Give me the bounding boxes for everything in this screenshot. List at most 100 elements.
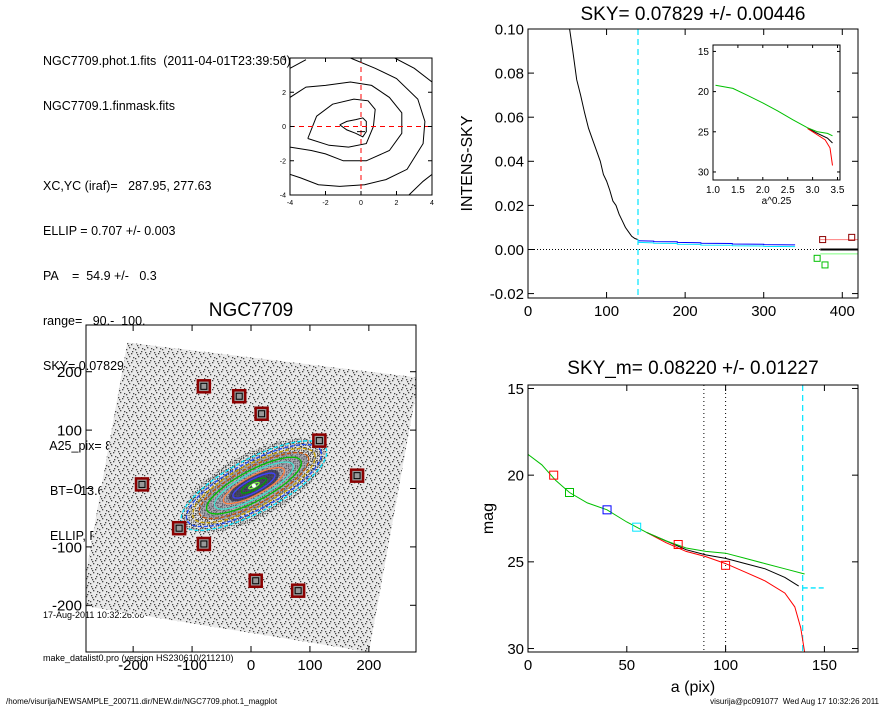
inset-x-label: 1.5: [731, 185, 745, 196]
sky-profile-line: [569, 29, 639, 241]
contour-lines: [290, 58, 432, 195]
sky-step-blue: [637, 240, 796, 246]
inset-xlabel: a^0.25: [762, 196, 792, 207]
mag-square: [632, 522, 642, 532]
mag-square: [564, 487, 574, 497]
isophote-ellipse: [213, 461, 295, 510]
inset-x-label: 2.0: [756, 185, 770, 196]
mag-x-label: 50: [618, 657, 635, 674]
sky-square-red: [848, 233, 856, 241]
sky-y-label: 0.02: [495, 198, 524, 215]
star-mask: [171, 520, 187, 536]
star-mask: [349, 468, 365, 483]
mag-square: [602, 505, 612, 515]
sky-square-green: [813, 254, 821, 262]
mag-x-label: 100: [713, 657, 738, 674]
isophote-ellipse: [232, 472, 276, 499]
contour-x-label: -2: [322, 200, 328, 207]
inset-y-label: 30: [698, 168, 710, 179]
mag-red-line: [646, 531, 806, 652]
contour-x-label: -4: [287, 200, 293, 207]
image-x-label: 0: [247, 657, 255, 674]
mag-square: [721, 560, 731, 570]
inset-y-label: 20: [698, 87, 710, 98]
pa-line: PA = 54.9 +/- 0.3: [43, 269, 157, 283]
galaxy-nucleus: [251, 483, 256, 488]
image-x-label: -100: [177, 657, 207, 674]
file-line: NGC7709.phot.1.fits (2011-04-01T23:39:50…: [43, 54, 291, 68]
contour-line: [290, 81, 403, 162]
isophote-ellipse: [205, 456, 302, 515]
sky-square-red: [819, 236, 827, 244]
date-line: 17-Aug-2011 10:32:26.00: [43, 610, 145, 620]
contour-y-label: -2: [280, 158, 286, 165]
star-mask-inner: [258, 410, 266, 418]
contour-line: [290, 59, 307, 69]
mag-title: SKY_m= 0.08220 +/- 0.01227: [567, 358, 818, 379]
image-x-label: 100: [297, 657, 322, 674]
sky-y-label: 0.04: [495, 154, 524, 171]
star-mask: [134, 477, 150, 492]
mag-xlabel: a (pix): [671, 679, 715, 696]
mag-series: [528, 385, 827, 652]
contour-x-label: 0: [359, 200, 363, 207]
image-content: [86, 342, 416, 652]
ellip-line: ELLIP = 0.707 +/- 0.003: [43, 224, 176, 238]
star-mask-inner: [252, 577, 260, 585]
isophote-ellipse: [222, 466, 286, 505]
sky-x-label: 400: [830, 303, 855, 320]
isophote-ellipse: [198, 451, 310, 520]
mag-y-label: 25: [507, 554, 524, 571]
isophote-ellipse: [192, 447, 316, 524]
star-mask: [254, 406, 269, 422]
inset-series: [715, 84, 833, 166]
sky-x-label: 300: [751, 303, 776, 320]
sky-square-green: [821, 261, 829, 269]
inset-background: [713, 45, 840, 180]
mag-green-line: [528, 454, 805, 575]
sky-y-label: 0.08: [495, 65, 524, 82]
star-mask: [231, 388, 247, 404]
mag-frame: [527, 384, 859, 653]
image-title: NGC7709: [209, 300, 294, 321]
contour-y-label: 2: [282, 90, 286, 97]
contour-y-label: -4: [280, 193, 286, 200]
image-x-label: -200: [118, 657, 148, 674]
mag-x-label: 0: [524, 657, 532, 674]
inset-x-label: 2.5: [781, 185, 795, 196]
inset-frame: [712, 44, 841, 181]
star-mask: [196, 536, 212, 552]
isophote-ellipse: [185, 443, 323, 528]
contour-x-label: 2: [395, 200, 399, 207]
mag-square: [549, 470, 559, 480]
inset-x-label: 1.0: [706, 185, 720, 196]
star-mask-inner: [235, 392, 243, 400]
sky-ylabel: INTENS-SKY: [459, 115, 476, 211]
image-y-label: 200: [57, 364, 82, 381]
star-mask-inner: [353, 472, 361, 480]
mask-line: NGC7709.1.finmask.fits: [43, 99, 175, 113]
contour-line: [290, 58, 426, 187]
mag-y-label: 30: [507, 641, 524, 658]
inset-y-label: 25: [698, 127, 710, 138]
sky-series: [528, 29, 858, 298]
version-line: make_datalist0.pro (version HS230610/211…: [43, 653, 234, 663]
inset-x-label: 3.0: [806, 185, 820, 196]
star-mask-inner: [138, 480, 146, 488]
inset-y-label: 15: [698, 47, 710, 58]
image-y-label: 100: [57, 423, 82, 440]
inset-green-line: [715, 84, 833, 137]
sky-x-label: 0: [524, 303, 532, 320]
sky-y-label: -0.02: [490, 286, 524, 303]
contour-y-label: 0: [282, 124, 286, 131]
mag-black-line: [646, 531, 799, 587]
star-mask-inner: [175, 524, 183, 532]
image-y-label: -100: [52, 539, 82, 556]
contour-line: [339, 117, 367, 138]
magnitude-profile-plot: SKY_m= 0.08220 +/- 0.01227 mag a (pix) 0 50 1…: [480, 358, 859, 696]
star-mask-inner: [200, 382, 208, 390]
contour-line: [394, 58, 432, 83]
sky-title: SKY= 0.07829 +/- 0.00446: [580, 4, 805, 25]
star-mask: [248, 573, 263, 589]
